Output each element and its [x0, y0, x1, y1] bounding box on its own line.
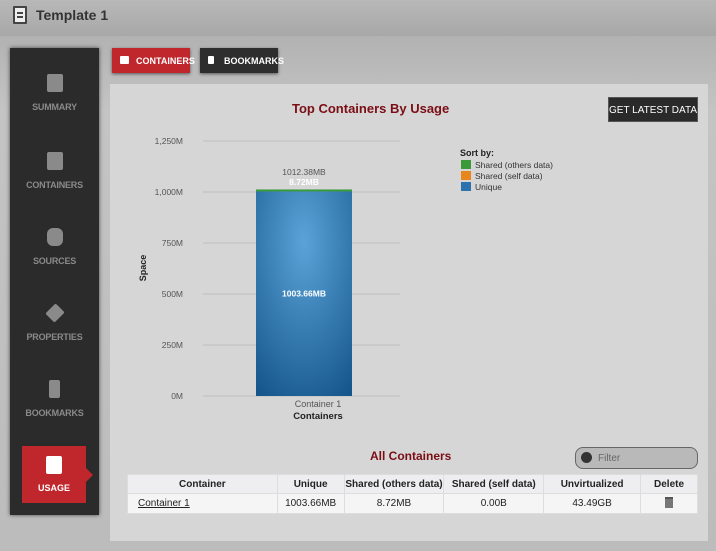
x-axis-label: Containers — [293, 411, 343, 422]
col-header[interactable]: Container — [127, 474, 278, 494]
sidebar-item-summary[interactable]: SUMMARY — [10, 74, 99, 112]
bar-unique[interactable] — [256, 191, 352, 396]
cell-unvirtualized: 43.49GB — [543, 493, 642, 514]
sidebar-label: SOURCES — [32, 256, 77, 266]
cell-shared-others: 8.72MB — [343, 493, 445, 514]
container-icon — [120, 56, 129, 64]
page-title: Template 1 — [36, 7, 109, 23]
legend-item[interactable]: Unique — [475, 182, 502, 192]
col-header[interactable]: Shared (self data) — [443, 474, 545, 494]
sidebar-label: PROPERTIES — [26, 332, 83, 342]
tab-label: CONTAINERS — [136, 56, 195, 66]
sidebar-label: CONTAINERS — [26, 180, 83, 190]
sidebar: SUMMARY CONTAINERS SOURCES PROPERTIES BO… — [10, 48, 99, 515]
data-label-shared-others: 8.72MB — [289, 177, 319, 187]
data-label-unique: 1003.66MB — [282, 289, 326, 299]
tab-label: BOOKMARKS — [224, 56, 284, 66]
x-tick-label: Container 1 — [295, 399, 342, 409]
table-row: Container 1 1003.66MB 8.72MB 0.00B 43.49… — [127, 493, 698, 514]
legend-item[interactable]: Shared (self data) — [475, 171, 543, 181]
container-icon — [46, 152, 63, 170]
sidebar-item-usage[interactable]: USAGE — [22, 446, 93, 503]
table-header-row: Container Unique Shared (others data) Sh… — [127, 474, 698, 494]
bar-shared-others-data-[interactable] — [256, 189, 352, 192]
legend-swatch — [461, 160, 471, 169]
total-label: 1012.38MB — [282, 167, 326, 177]
col-header[interactable]: Unique — [276, 474, 345, 494]
sidebar-label: SUMMARY — [32, 102, 77, 112]
tab-bookmarks[interactable]: BOOKMARKS — [200, 48, 284, 73]
tab-containers[interactable]: CONTAINERS — [112, 48, 195, 73]
legend-item[interactable]: Shared (others data) — [475, 160, 553, 170]
filter-input[interactable]: Filter — [575, 447, 698, 469]
usage-icon — [46, 456, 62, 474]
get-latest-data-button[interactable]: GET LATEST DATA — [608, 97, 698, 122]
y-tick-label: 750M — [162, 238, 183, 248]
container-link[interactable]: Container 1 — [138, 498, 190, 509]
cell-shared-self: 0.00B — [443, 493, 545, 514]
legend-title: Sort by: — [460, 148, 494, 158]
sidebar-item-sources[interactable]: SOURCES — [10, 228, 99, 266]
document-icon — [46, 74, 63, 92]
sidebar-item-containers[interactable]: CONTAINERS — [10, 152, 99, 190]
chart-title: Top Containers By Usage — [292, 101, 450, 116]
sidebar-label: USAGE — [37, 483, 70, 493]
header-bar — [0, 0, 716, 36]
y-tick-label: 1,250M — [155, 136, 183, 146]
delete-button[interactable] — [640, 493, 698, 514]
legend-swatch — [461, 182, 471, 191]
y-tick-label: 250M — [162, 340, 183, 350]
col-header[interactable]: Shared (others data) — [343, 474, 445, 494]
y-tick-label: 500M — [162, 289, 183, 299]
y-tick-label: 0M — [171, 391, 183, 401]
containers-table: Container Unique Shared (others data) Sh… — [127, 474, 698, 514]
y-axis-label: Space — [138, 255, 148, 282]
trash-icon — [665, 496, 674, 508]
sidebar-item-properties[interactable]: PROPERTIES — [10, 303, 99, 342]
filter-placeholder: Filter — [598, 453, 621, 464]
y-tick-label: 1,000M — [155, 187, 183, 197]
bookmark-icon — [208, 56, 214, 64]
document-icon — [13, 6, 27, 24]
sidebar-label: BOOKMARKS — [25, 408, 84, 418]
legend-swatch — [461, 171, 471, 180]
cell-unique: 1003.66MB — [276, 493, 345, 514]
col-header[interactable]: Delete — [640, 474, 698, 494]
table-title: All Containers — [370, 449, 452, 463]
sidebar-item-bookmarks[interactable]: BOOKMARKS — [10, 380, 99, 418]
search-icon — [581, 452, 592, 463]
database-icon — [46, 228, 63, 246]
bookmark-icon — [49, 380, 60, 398]
col-header[interactable]: Unvirtualized — [543, 474, 642, 494]
